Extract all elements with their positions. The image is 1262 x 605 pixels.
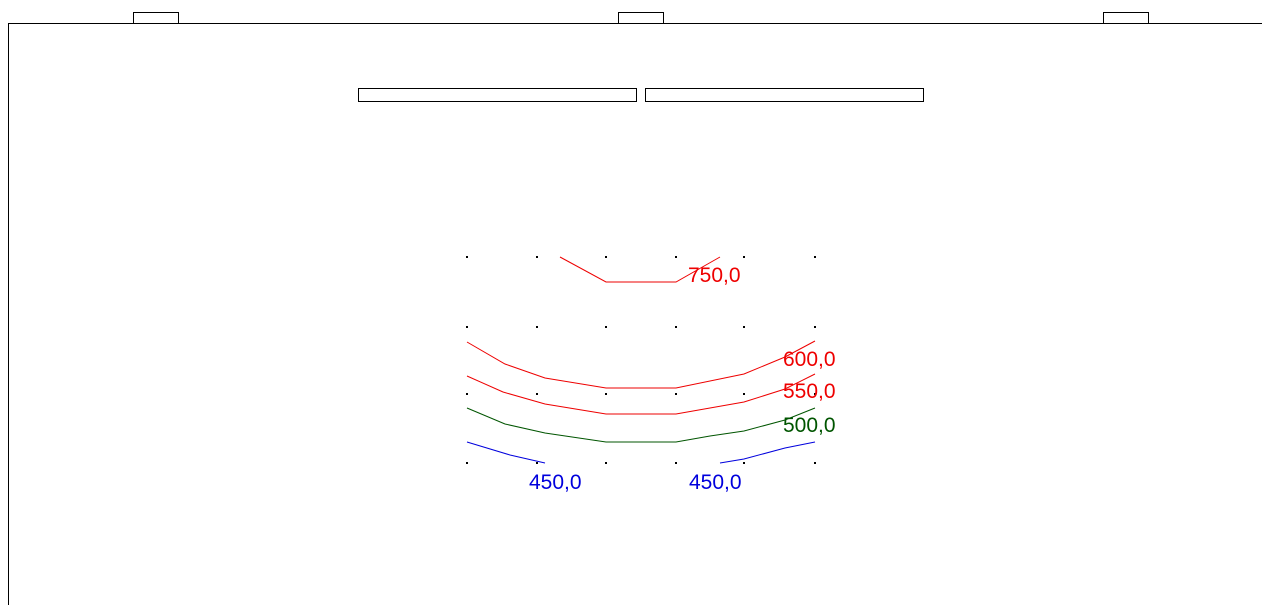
grid-dot-r2-c3 (675, 393, 677, 395)
tab-center[interactable] (618, 12, 664, 24)
contour-line-500 (466, 407, 816, 443)
title-field-right (645, 88, 924, 102)
grid-dot-r0-c4 (743, 256, 745, 258)
grid-dot-r0-c3 (675, 256, 677, 258)
grid-dot-r2-c0 (466, 393, 468, 395)
tab-right[interactable] (1103, 12, 1149, 24)
grid-dot-r3-c0 (466, 462, 468, 464)
grid-dot-r3-c5 (814, 462, 816, 464)
grid-dot-r0-c0 (466, 256, 468, 258)
contour-label-600: 600,0 (783, 348, 836, 371)
contour-label-450-right: 450,0 (689, 471, 742, 494)
grid-dot-r1-c4 (743, 326, 745, 328)
grid-dot-r3-c3 (675, 462, 677, 464)
contour-line-450-left (466, 441, 546, 464)
grid-dots (466, 256, 816, 464)
contour-line-550 (466, 373, 816, 415)
grid-dot-r1-c5 (814, 326, 816, 328)
grid-dot-r3-c4 (743, 462, 745, 464)
contour-lines (466, 256, 816, 464)
tab-left[interactable] (133, 12, 179, 24)
grid-dot-r3-c1 (536, 462, 538, 464)
contour-label-450-left: 450,0 (529, 471, 582, 494)
frame-tabs (133, 12, 1149, 24)
grid-dot-r3-c2 (605, 462, 607, 464)
grid-dot-r1-c3 (675, 326, 677, 328)
grid-dot-r0-c1 (536, 256, 538, 258)
grid-dot-r2-c5 (814, 393, 816, 395)
grid-dot-r0-c5 (814, 256, 816, 258)
grid-dot-r0-c2 (605, 256, 607, 258)
title-field-left (358, 88, 637, 102)
drawing-frame (8, 23, 1262, 605)
grid-dot-r2-c2 (605, 393, 607, 395)
contour-line-600 (466, 340, 816, 389)
title-fields (358, 88, 924, 102)
contour-line-450-right (719, 441, 816, 464)
grid-dot-r1-c1 (536, 326, 538, 328)
contour-label-550: 550,0 (783, 380, 836, 403)
grid-dot-r2-c1 (536, 393, 538, 395)
grid-dot-r1-c0 (466, 326, 468, 328)
grid-dot-r2-c4 (743, 393, 745, 395)
contour-line-750 (559, 256, 721, 283)
contour-label-750: 750,0 (688, 264, 741, 287)
contour-label-500: 500,0 (783, 414, 836, 437)
grid-dot-r1-c2 (605, 326, 607, 328)
contour-labels: 750,0 600,0 550,0 500,0 450,0 450,0 (529, 264, 836, 494)
